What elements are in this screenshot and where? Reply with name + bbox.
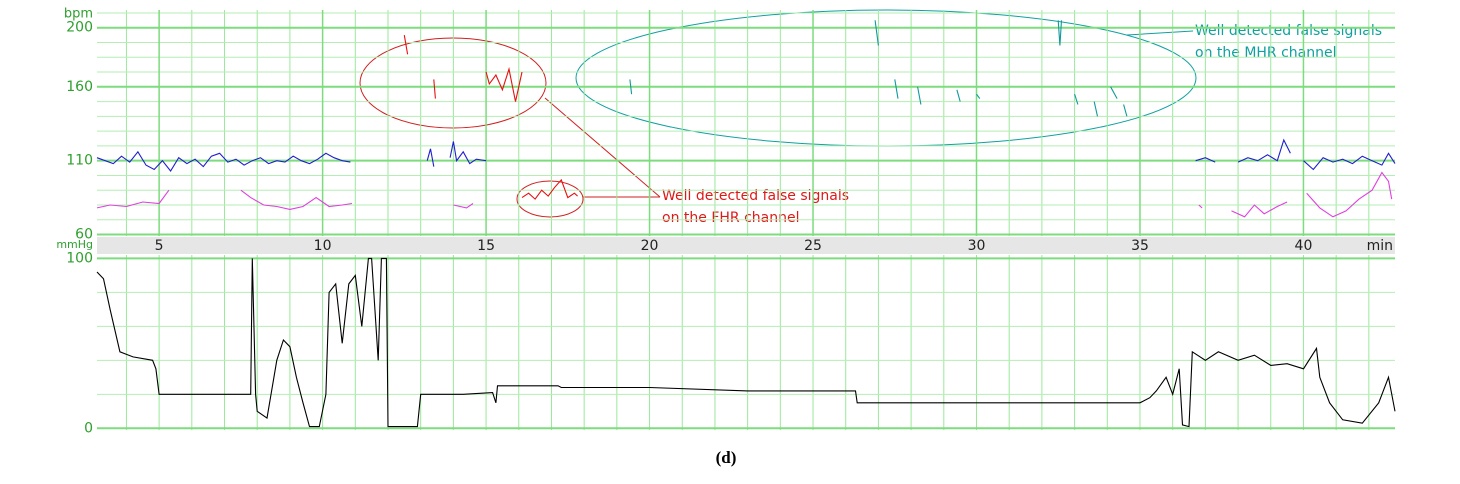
x-axis-label: min [1367,238,1393,254]
caption: (d) [716,448,737,467]
x-tick-label: 20 [641,238,659,254]
y-tick-label: 0 [84,420,93,436]
highlight-ellipse [516,180,584,218]
signal-line [403,35,578,200]
x-tick-label: 10 [314,238,332,254]
signal-line [96,257,1396,428]
signal-line [96,171,1393,218]
leader-line [1126,30,1194,36]
y-axis-label: bpm [64,7,93,22]
signal-line [629,20,1128,117]
x-tick-label: 35 [1131,238,1149,254]
y-tick-label: 60 [75,227,93,243]
annotation: Well detected false signals [1195,23,1382,39]
signal-line [96,138,1396,172]
x-tick-label: 30 [968,238,986,254]
y-axis-label: mmHg [56,238,93,251]
x-axis-strip [97,237,1395,254]
x-tick-label: 25 [804,238,822,254]
leader-line [544,97,661,198]
annotation: Well detected false signals [662,188,849,204]
highlight-ellipse [575,9,1197,147]
y-tick-label: 200 [66,20,93,36]
x-tick-label: 40 [1295,238,1313,254]
x-tick-label: 5 [155,238,164,254]
y-tick-label: 160 [66,79,93,95]
y-tick-label: 100 [66,250,93,266]
y-tick-label: 110 [66,153,93,169]
annotation: on the FHR channel [662,210,799,226]
x-tick-label: 15 [477,238,495,254]
annotation: on the MHR channel [1195,45,1337,61]
